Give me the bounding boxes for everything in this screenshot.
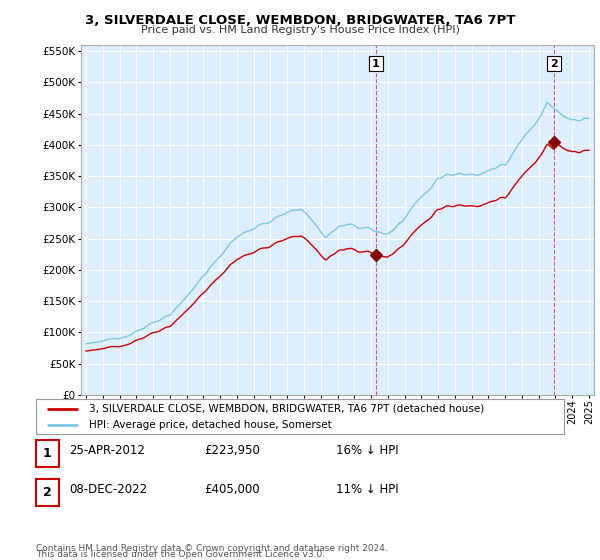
Text: 11% ↓ HPI: 11% ↓ HPI	[336, 483, 398, 496]
Text: 1: 1	[43, 447, 52, 460]
Text: 3, SILVERDALE CLOSE, WEMBDON, BRIDGWATER, TA6 7PT: 3, SILVERDALE CLOSE, WEMBDON, BRIDGWATER…	[85, 14, 515, 27]
Text: 25-APR-2012: 25-APR-2012	[69, 444, 145, 457]
Text: 1: 1	[372, 59, 380, 68]
Text: Price paid vs. HM Land Registry's House Price Index (HPI): Price paid vs. HM Land Registry's House …	[140, 25, 460, 35]
Text: 08-DEC-2022: 08-DEC-2022	[69, 483, 147, 496]
Text: £223,950: £223,950	[204, 444, 260, 457]
Text: This data is licensed under the Open Government Licence v3.0.: This data is licensed under the Open Gov…	[36, 550, 325, 559]
Text: HPI: Average price, detached house, Somerset: HPI: Average price, detached house, Some…	[89, 421, 332, 430]
Text: 16% ↓ HPI: 16% ↓ HPI	[336, 444, 398, 457]
Text: 2: 2	[43, 486, 52, 500]
Text: Contains HM Land Registry data © Crown copyright and database right 2024.: Contains HM Land Registry data © Crown c…	[36, 544, 388, 553]
Text: 3, SILVERDALE CLOSE, WEMBDON, BRIDGWATER, TA6 7PT (detached house): 3, SILVERDALE CLOSE, WEMBDON, BRIDGWATER…	[89, 404, 484, 414]
Text: 2: 2	[550, 59, 558, 68]
Text: £405,000: £405,000	[204, 483, 260, 496]
